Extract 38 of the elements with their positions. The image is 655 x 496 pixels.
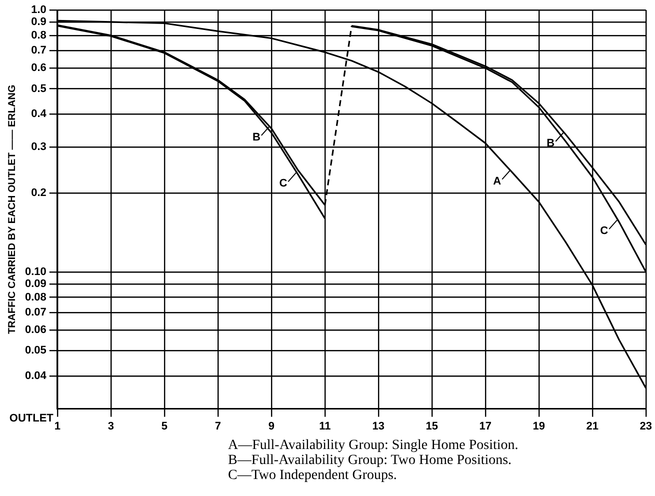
y-tick-label: 0.05 [24, 344, 46, 357]
y-tick-label: 0.08 [24, 291, 46, 304]
text: B—Full-Availability Group: Two Home Positions. [228, 453, 513, 468]
x-tick-label: 15 [426, 420, 438, 432]
text: C—Two Independent Groups. [228, 468, 398, 483]
y-tick-label: 0.2 [31, 187, 46, 200]
x-tick-label: 19 [532, 420, 546, 432]
x-tick-label: 17 [479, 420, 492, 432]
annotation: A [493, 175, 502, 188]
x-tick-label: 5 [161, 420, 168, 432]
x-tick-label: 1 [54, 420, 60, 432]
y-tick-label: 0.06 [24, 324, 46, 336]
x-tick-label: 23 [640, 420, 652, 432]
annotation: C [279, 178, 288, 190]
y-tick-label: 0.6 [31, 62, 46, 74]
y-tick-label: 0.4 [31, 108, 48, 120]
x-tick-label: 7 [214, 420, 221, 432]
annotation: B [252, 131, 260, 144]
y-tick-label: 0.3 [31, 140, 46, 153]
y-tick-label: 0.9 [31, 16, 46, 28]
x-tick-label: 9 [268, 420, 274, 432]
y-tick-label: 0.7 [31, 44, 46, 57]
x-tick-label: 13 [372, 420, 385, 432]
text: A—Full-Availability Group: Single Home Position. [228, 438, 520, 453]
y-tick-label: 1.0 [31, 4, 46, 16]
y-tick-label: 0.09 [24, 278, 46, 290]
y-tick-label: 0.04 [24, 370, 48, 382]
y-axis-title: TRAFFIC CARRIED BY EACH OUTLET —— ERLANG [6, 84, 18, 334]
x-tick-label: 11 [319, 420, 331, 432]
y-tick-label: 0.5 [31, 82, 46, 95]
x-tick-label: 21 [586, 420, 599, 432]
y-tick-label: 0.07 [24, 306, 46, 318]
annotation: C [600, 225, 608, 238]
x-tick-label: 3 [108, 420, 114, 432]
annotation: B [546, 137, 555, 150]
y-tick-label: 0.10 [24, 266, 46, 278]
x-axis-title: OUTLET [9, 412, 54, 424]
y-tick-label: 0.8 [31, 29, 46, 42]
